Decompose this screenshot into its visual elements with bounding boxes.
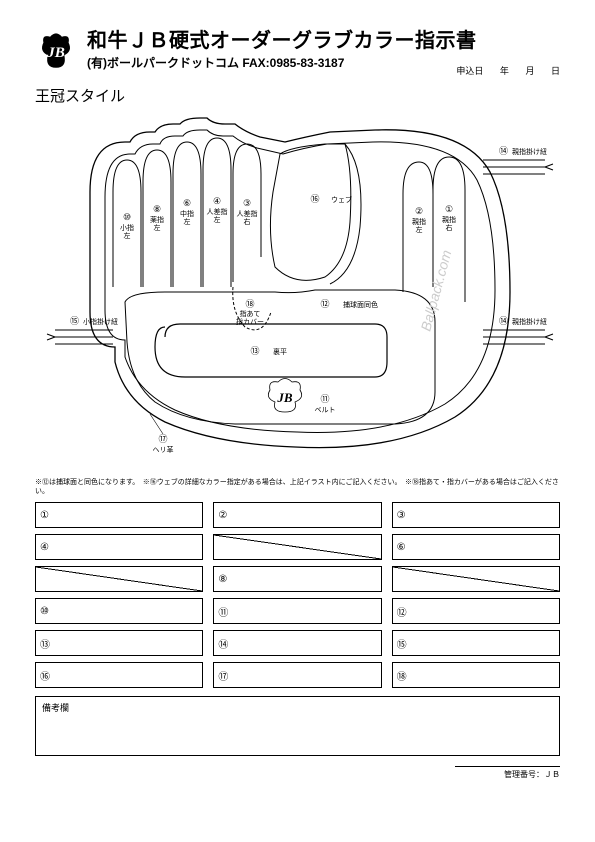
svg-text:捕球面同色: 捕球面同色 xyxy=(343,300,378,309)
month-label: 月 xyxy=(525,66,534,76)
svg-text:裏平: 裏平 xyxy=(273,347,287,356)
svg-text:親指右: 親指右 xyxy=(442,215,456,232)
form-cell-number: ③ xyxy=(397,510,406,521)
form-cell[interactable]: ⑯ xyxy=(35,662,203,688)
form-cell-number: ④ xyxy=(40,542,49,553)
form-cell-number: ⑯ xyxy=(40,668,50,683)
form-cell[interactable] xyxy=(35,566,203,592)
svg-text:小指左: 小指左 xyxy=(120,223,134,240)
form-cell-number: ⑥ xyxy=(397,542,406,553)
svg-text:人差指右: 人差指右 xyxy=(237,209,258,226)
svg-text:⑩: ⑩ xyxy=(123,212,131,222)
notes-text: ※⑫は捕球面と同色になります。 ※⑯ウェブの詳細なカラー指定がある場合は、上記イ… xyxy=(35,478,560,496)
form-cell[interactable]: ④ xyxy=(35,534,203,560)
management-number: 管理番号：ＪＢ xyxy=(455,766,560,780)
form-cell-number: ① xyxy=(40,510,49,521)
svg-text:⑰: ⑰ xyxy=(158,434,167,444)
svg-text:⑥: ⑥ xyxy=(183,198,191,208)
svg-text:⑧: ⑧ xyxy=(153,204,161,214)
form-cell[interactable]: ⑥ xyxy=(392,534,560,560)
form-cell[interactable]: ⑫ xyxy=(392,598,560,624)
glove-diagram: JB Ballpack.com ⑩ 小指左 ⑧ 薬指左 ⑥ 中指左 ④ 人差指左… xyxy=(35,112,560,472)
style-name: 王冠スタイル xyxy=(35,85,560,106)
svg-text:②: ② xyxy=(415,206,423,216)
form-cell[interactable] xyxy=(213,534,381,560)
form-cell[interactable]: ⑪ xyxy=(213,598,381,624)
svg-text:⑭: ⑭ xyxy=(499,146,508,156)
svg-text:JB: JB xyxy=(46,45,65,61)
form-cell-number: ⑰ xyxy=(218,668,228,683)
form-cell-number: ⑱ xyxy=(397,668,407,683)
svg-text:⑯: ⑯ xyxy=(310,194,319,204)
svg-text:指あて指カバー: 指あて指カバー xyxy=(236,309,264,326)
form-cell[interactable]: ⑧ xyxy=(213,566,381,592)
svg-text:④: ④ xyxy=(213,196,221,206)
svg-text:⑪: ⑪ xyxy=(320,394,329,404)
svg-text:⑬: ⑬ xyxy=(250,346,259,356)
svg-text:親指左: 親指左 xyxy=(412,217,426,234)
svg-text:⑭: ⑭ xyxy=(499,316,508,326)
form-cell[interactable]: ⑰ xyxy=(213,662,381,688)
form-cell[interactable]: ⑬ xyxy=(35,630,203,656)
form-cell-number: ⑫ xyxy=(397,604,407,619)
form-cell[interactable]: ⑮ xyxy=(392,630,560,656)
svg-text:中指左: 中指左 xyxy=(180,209,194,226)
form-cell-number: ② xyxy=(218,510,227,521)
svg-text:①: ① xyxy=(445,204,453,214)
form-cell[interactable]: ① xyxy=(35,502,203,528)
svg-text:親指掛け紐: 親指掛け紐 xyxy=(512,317,547,326)
form-cell-number: ⑩ xyxy=(40,606,49,617)
form-cell[interactable]: ⑩ xyxy=(35,598,203,624)
day-label: 日 xyxy=(551,66,560,76)
form-grid: ① ② ③ ④ ⑥ ⑧ ⑩ ⑪ ⑫ ⑬ ⑭ ⑮ ⑯ ⑰ ⑱ xyxy=(35,502,560,688)
remarks-box[interactable]: 備考欄 xyxy=(35,696,560,756)
svg-text:JB: JB xyxy=(276,390,293,405)
form-cell[interactable]: ⑭ xyxy=(213,630,381,656)
svg-text:⑱: ⑱ xyxy=(245,299,254,309)
form-cell-number: ⑮ xyxy=(397,636,407,651)
form-cell-number: ⑧ xyxy=(218,574,227,585)
svg-text:⑫: ⑫ xyxy=(320,299,329,309)
remarks-label: 備考欄 xyxy=(42,703,69,713)
svg-text:親指掛け紐: 親指掛け紐 xyxy=(512,147,547,156)
svg-text:ベルト: ベルト xyxy=(315,406,336,414)
svg-text:人差指左: 人差指左 xyxy=(207,207,228,224)
form-cell[interactable]: ③ xyxy=(392,502,560,528)
form-cell[interactable]: ⑱ xyxy=(392,662,560,688)
page-title: 和牛ＪＢ硬式オーダーグラブカラー指示書 xyxy=(87,30,560,52)
svg-text:ウェブ: ウェブ xyxy=(331,195,352,204)
logo-icon: JB xyxy=(35,30,77,72)
form-cell[interactable]: ② xyxy=(213,502,381,528)
svg-text:小指掛け紐: 小指掛け紐 xyxy=(83,317,118,326)
svg-text:⑮: ⑮ xyxy=(70,316,79,326)
date-label: 申込日 xyxy=(456,66,483,76)
form-cell-number: ⑪ xyxy=(218,604,228,619)
svg-text:ヘリ革: ヘリ革 xyxy=(153,445,174,454)
form-cell-number: ⑭ xyxy=(218,636,228,651)
year-label: 年 xyxy=(500,66,509,76)
form-cell[interactable] xyxy=(392,566,560,592)
form-cell-number: ⑬ xyxy=(40,636,50,651)
watermark: Ballpack.com xyxy=(417,248,454,333)
svg-text:③: ③ xyxy=(243,198,251,208)
svg-text:薬指左: 薬指左 xyxy=(150,215,164,232)
